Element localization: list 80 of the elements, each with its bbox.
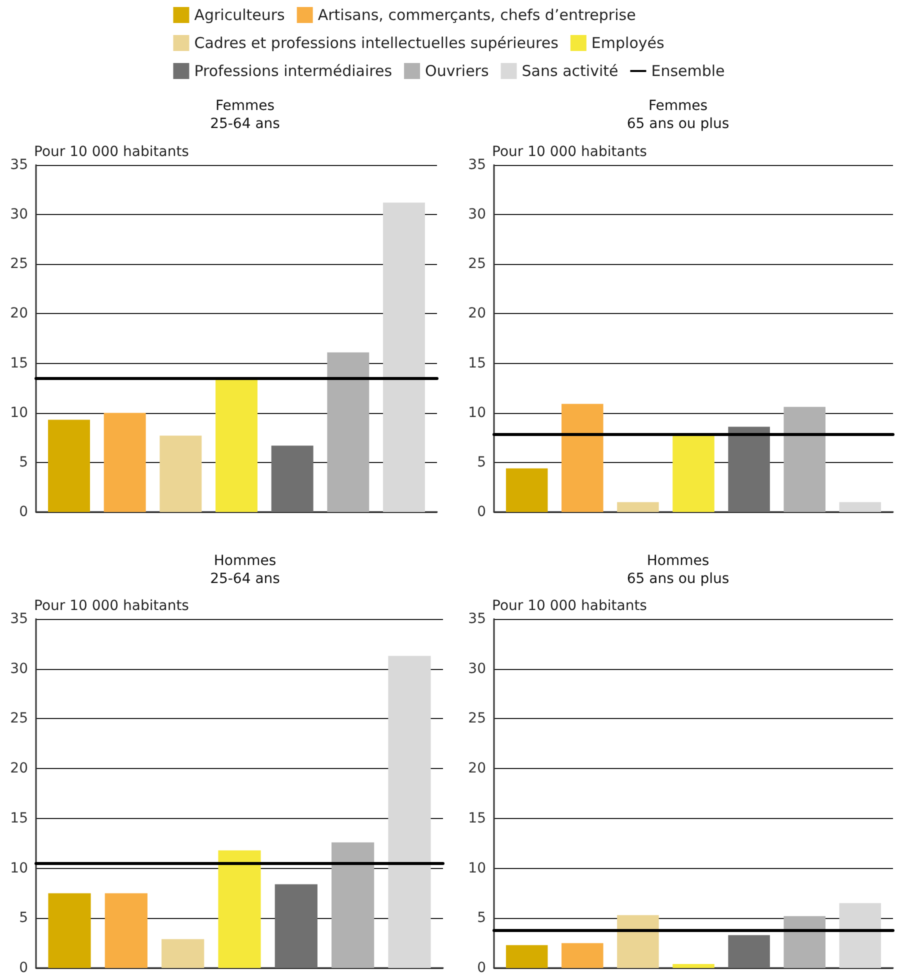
- y-tick-label: 10: [10, 404, 28, 421]
- bar: [271, 446, 314, 512]
- bar: [617, 502, 659, 512]
- y-tick-label: 15: [10, 810, 28, 826]
- y-tick-label: 20: [10, 306, 28, 322]
- y-tick-label: 25: [10, 256, 28, 272]
- bar: [506, 945, 548, 968]
- bar: [672, 434, 714, 512]
- y-tick-label: 30: [10, 206, 28, 223]
- chart-subtitle: 25-64 ans: [210, 571, 280, 587]
- bar: [327, 352, 370, 512]
- y-tick-label: 15: [468, 355, 486, 372]
- y-axis-title: Pour 10 000 habitants: [34, 598, 189, 614]
- chart-subtitle: 65 ans ou plus: [626, 116, 730, 132]
- chart-title: Femmes: [648, 98, 708, 114]
- y-tick-label: 10: [468, 404, 486, 421]
- y-tick-label: 35: [468, 157, 486, 173]
- bar: [104, 893, 148, 968]
- bar: [160, 436, 202, 512]
- bar: [274, 884, 318, 968]
- bar: [562, 404, 604, 512]
- bar: [784, 406, 826, 512]
- legend-label: Ouvriers: [425, 62, 489, 80]
- y-tick-label: 15: [10, 355, 28, 372]
- chart-title: Hommes: [646, 553, 710, 569]
- bar: [218, 850, 261, 968]
- y-tick-label: 5: [19, 454, 28, 470]
- y-axis-title: Pour 10 000 habitants: [492, 144, 647, 160]
- y-axis-title: Pour 10 000 habitants: [492, 598, 647, 614]
- bar: [388, 656, 431, 968]
- y-tick-label: 30: [468, 206, 486, 223]
- bar: [506, 468, 548, 512]
- y-tick-label: 35: [10, 611, 28, 627]
- bar: [728, 426, 770, 512]
- y-tick-label: 20: [10, 760, 28, 777]
- bar: [48, 420, 90, 512]
- legend-label: Professions intermédiaires: [194, 62, 392, 80]
- bar: [728, 935, 770, 968]
- chart-subtitle: 65 ans ou plus: [626, 571, 730, 587]
- legend-label: Ensemble: [651, 62, 725, 80]
- y-tick-label: 5: [19, 910, 28, 926]
- y-tick-label: 0: [19, 504, 28, 520]
- y-tick-label: 10: [10, 860, 28, 876]
- legend-label: Cadres et professions intellectuelles supérieures: [194, 34, 559, 52]
- bar: [562, 943, 604, 968]
- y-axis-title: Pour 10 000 habitants: [34, 144, 189, 160]
- bar: [382, 202, 425, 512]
- y-tick-label: 25: [468, 710, 486, 727]
- chart-title: Femmes: [215, 98, 275, 114]
- y-tick-label: 5: [477, 454, 486, 470]
- bar: [784, 916, 826, 968]
- y-tick-label: 35: [468, 611, 486, 627]
- legend-label: Employés: [591, 34, 664, 52]
- y-tick-label: 25: [10, 710, 28, 727]
- y-tick-label: 5: [477, 910, 486, 926]
- bar: [672, 964, 714, 968]
- bar: [162, 939, 204, 968]
- legend-label: Sans activité: [522, 62, 618, 80]
- bar: [216, 378, 258, 512]
- y-tick-label: 20: [468, 306, 486, 322]
- y-tick-label: 0: [477, 504, 486, 520]
- bar: [332, 842, 374, 968]
- chart-title: Hommes: [214, 553, 276, 569]
- y-tick-label: 20: [468, 760, 486, 777]
- bar: [839, 502, 882, 512]
- legend-label: Agriculteurs: [194, 6, 286, 24]
- y-tick-label: 30: [10, 660, 28, 677]
- y-tick-label: 0: [19, 960, 28, 976]
- bar: [839, 903, 882, 968]
- bar: [104, 412, 146, 512]
- bar: [48, 893, 91, 968]
- y-tick-label: 15: [468, 810, 486, 826]
- y-tick-label: 25: [468, 256, 486, 272]
- y-tick-label: 35: [10, 157, 28, 173]
- legend-label: Artisans, commerçants, chefs d’entreprise: [318, 6, 636, 24]
- y-tick-label: 10: [468, 860, 486, 876]
- y-tick-label: 0: [477, 960, 486, 976]
- bar: [617, 915, 659, 968]
- y-tick-label: 30: [468, 660, 486, 677]
- chart-subtitle: 25-64 ans: [210, 116, 280, 132]
